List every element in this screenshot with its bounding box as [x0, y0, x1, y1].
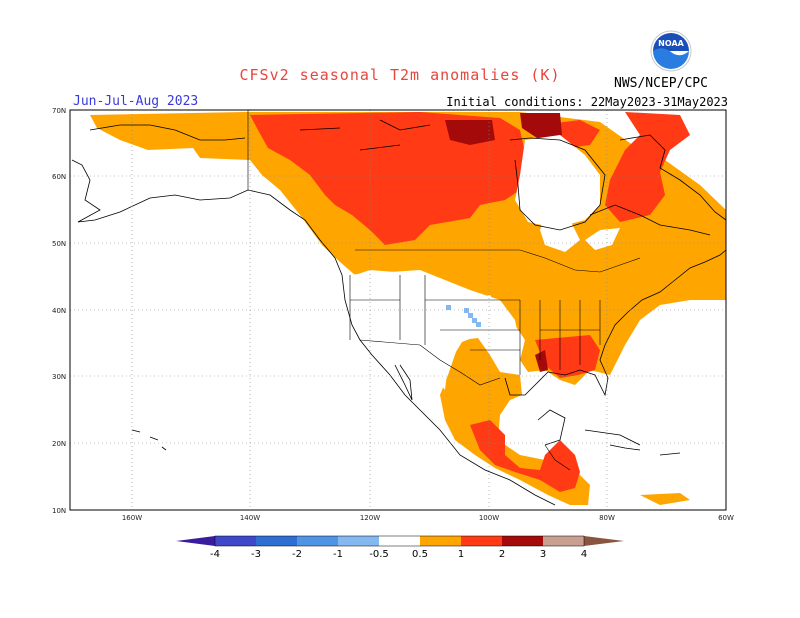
colorbar-segment: [543, 536, 584, 546]
lat-label: 60N: [52, 173, 66, 181]
colorbar-label: -1: [333, 549, 343, 560]
coastlines: [71, 119, 726, 506]
colorbar-segment: [256, 536, 297, 546]
anomaly-area-1-to-2: [250, 112, 690, 492]
longitude-labels: 160W 140W 120W 100W 80W 60W: [122, 514, 734, 522]
colorbar-label: -4: [210, 549, 220, 560]
anomaly-area-minus-1-to-minus-0.5: [446, 305, 481, 327]
lon-label: 140W: [240, 514, 260, 522]
colorbar-label: 3: [540, 549, 546, 560]
lon-label: 100W: [479, 514, 499, 522]
colorbar-segment: [379, 536, 420, 546]
colorbar-arrow-low: [176, 536, 215, 546]
colorbar-segment: [502, 536, 543, 546]
colorbar-label: -3: [251, 549, 261, 560]
colorbar-segment: [338, 536, 379, 546]
logo-text: NOAA: [658, 39, 684, 48]
lon-label: 80W: [599, 514, 615, 522]
lon-label: 160W: [122, 514, 142, 522]
colorbar-label: -2: [292, 549, 302, 560]
lat-label: 50N: [52, 240, 66, 248]
political-borders: [247, 110, 641, 471]
colorbar-label: 2: [499, 549, 505, 560]
lat-label: 20N: [52, 440, 66, 448]
colorbar-label: -0.5: [369, 549, 389, 560]
graticule: [70, 110, 726, 510]
chart-title: CFSv2 seasonal T2m anomalies (K): [239, 66, 561, 84]
colorbar-label: 4: [581, 549, 587, 560]
season-label: Jun-Jul-Aug 2023: [73, 94, 199, 109]
noaa-logo-icon: NOAA: [650, 30, 692, 72]
colorbar-segment: [215, 536, 256, 546]
lon-label: 120W: [360, 514, 380, 522]
colorbar: -4 -3 -2 -1 -0.5 0.5 1 2 3 4: [176, 535, 624, 560]
anomaly-area-2-to-3: [445, 113, 562, 372]
agency-label: NWS/NCEP/CPC: [614, 76, 708, 91]
colorbar-outline: [214, 535, 585, 547]
colorbar-segment: [461, 536, 502, 546]
lat-label: 30N: [52, 373, 66, 381]
initial-conditions-label: Initial conditions: 22May2023-31May2023: [446, 95, 728, 109]
lon-label: 60W: [718, 514, 734, 522]
colorbar-label: 0.5: [412, 549, 428, 560]
lat-label: 70N: [52, 107, 66, 115]
colorbar-label: 1: [458, 549, 464, 560]
lat-label: 10N: [52, 507, 66, 515]
map-border: [69, 109, 727, 511]
lat-label: 40N: [52, 307, 66, 315]
latitude-labels: 70N 60N 50N 40N 30N 20N 10N: [52, 107, 66, 515]
colorbar-segment: [420, 536, 461, 546]
colorbar-segment: [297, 536, 338, 546]
colorbar-arrow-high: [584, 536, 624, 546]
